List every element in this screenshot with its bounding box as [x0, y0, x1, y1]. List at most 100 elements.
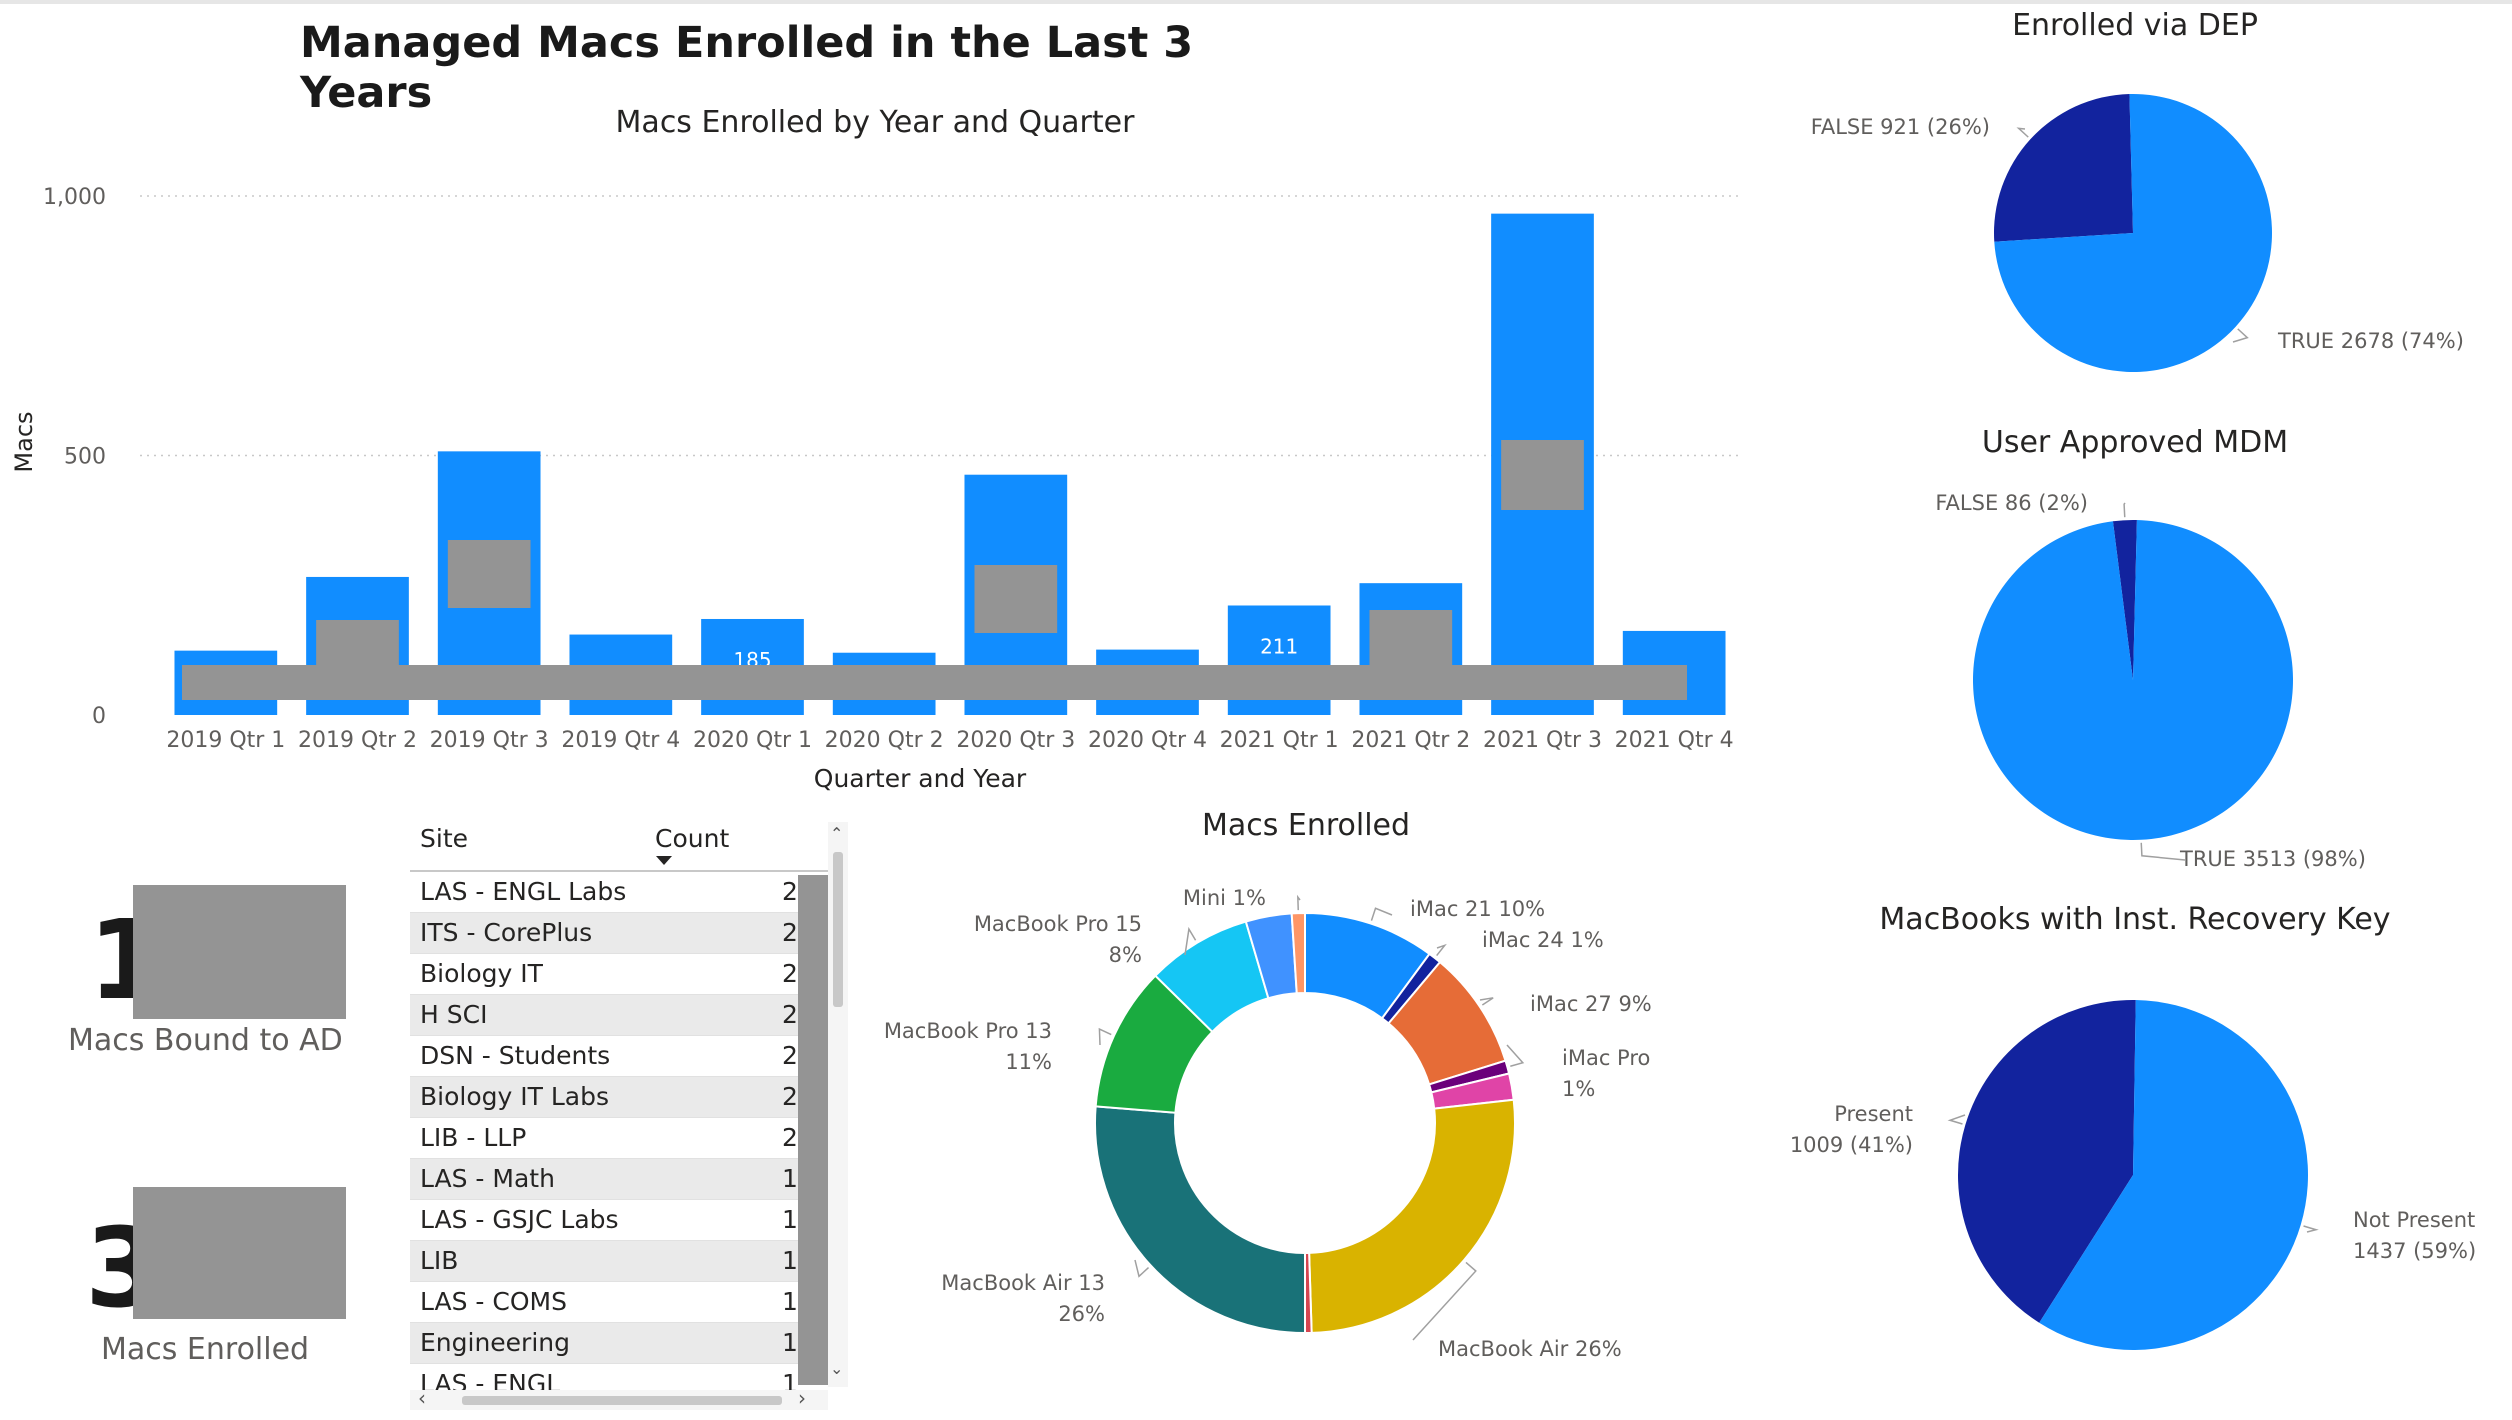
- pie-slice[interactable]: [1994, 94, 2133, 242]
- site-cell: ITS - CorePlus: [420, 918, 593, 947]
- count-cell: 1: [782, 1287, 798, 1316]
- leader-line: [1134, 1259, 1150, 1278]
- leader-line: [1947, 1114, 1966, 1125]
- leader-line: [1412, 1261, 1477, 1341]
- pie-slice[interactable]: [2039, 1000, 2308, 1350]
- slice-label: 1437 (59%): [2353, 1239, 2476, 1263]
- bar-redaction: [1501, 440, 1584, 510]
- x-tick-label: 2020 Qtr 2: [825, 728, 944, 753]
- table-row[interactable]: LAS - GSJC Labs 1: [410, 1200, 805, 1241]
- slice-label: iMac Pro: [1562, 1046, 1650, 1070]
- slice-label: iMac 27 9%: [1530, 992, 1652, 1016]
- table-row[interactable]: Engineering 1: [410, 1323, 805, 1364]
- count-cell: 2: [782, 877, 798, 906]
- slice-label: 1%: [1562, 1077, 1595, 1101]
- count-cell: 1: [782, 1164, 798, 1193]
- pie-slice[interactable]: [1308, 1098, 1516, 1334]
- sort-descending-icon[interactable]: [656, 856, 672, 865]
- x-tick-label: 2021 Qtr 3: [1483, 728, 1602, 753]
- slice-label: 8%: [1109, 943, 1142, 967]
- pie-slice[interactable]: [1994, 94, 2272, 372]
- count-cell: 1: [782, 1246, 798, 1275]
- top-border: [0, 0, 2512, 4]
- table-row[interactable]: ITS - CorePlus 2: [410, 913, 805, 954]
- leader-line: [1184, 926, 1197, 956]
- vertical-scrollbar[interactable]: ⌃ ⌄: [828, 822, 848, 1387]
- column-header-site[interactable]: Site: [420, 824, 468, 853]
- table-row[interactable]: H SCI 2: [410, 995, 805, 1036]
- slice-label: TRUE 2678 (74%): [2277, 329, 2464, 353]
- table-row[interactable]: DSN - Students 2: [410, 1036, 805, 1077]
- leader-line: [1098, 1027, 1112, 1046]
- slice-label: FALSE 86 (2%): [1935, 491, 2088, 515]
- leader-line: [2232, 328, 2249, 343]
- site-cell: LAS - GSJC Labs: [420, 1205, 619, 1234]
- count-cell: 2: [782, 1082, 798, 1111]
- pie-slice[interactable]: [2112, 520, 2137, 680]
- pie-slice[interactable]: [1973, 520, 2293, 840]
- recovery-key-pie-chart: Present 1009 (41%) Not Present 1437 (59%): [1790, 1000, 2476, 1350]
- slice-label: 1009 (41%): [1790, 1133, 1913, 1157]
- site-cell: LAS - COMS: [420, 1287, 567, 1316]
- bar-redaction: [316, 620, 399, 665]
- x-tick-label: 2019 Qtr 4: [561, 728, 680, 753]
- count-cell: 2: [782, 959, 798, 988]
- mdm-pie-chart: FALSE 86 (2%) TRUE 3513 (98%): [1935, 491, 2366, 871]
- scroll-up-icon[interactable]: ⌃: [830, 824, 844, 843]
- x-tick-label: 2020 Qtr 4: [1088, 728, 1207, 753]
- table-row[interactable]: Biology IT 2: [410, 954, 805, 995]
- scroll-left-icon[interactable]: ‹: [418, 1386, 426, 1410]
- site-cell: LAS - Math: [420, 1164, 555, 1193]
- site-cell: DSN - Students: [420, 1041, 611, 1070]
- pie-slice[interactable]: [1290, 911, 1306, 995]
- bar-label-redaction: [182, 665, 1687, 700]
- slice-label: TRUE 3513 (98%): [2179, 847, 2366, 871]
- horizontal-scrollbar[interactable]: ‹ ›: [410, 1386, 828, 1410]
- pie-slice[interactable]: [1958, 1000, 2136, 1323]
- slice-label: MacBook Pro 15: [974, 912, 1142, 936]
- leader-line: [1436, 943, 1447, 957]
- site-cell: Biology IT Labs: [420, 1082, 609, 1111]
- bar-redaction: [1369, 610, 1453, 670]
- kpi-bound-label: Macs Bound to AD: [68, 1023, 343, 1058]
- bar-redaction: [974, 565, 1058, 633]
- horizontal-scroll-thumb[interactable]: [462, 1396, 782, 1405]
- site-cell: Biology IT: [420, 959, 543, 988]
- site-cell: LAS - ENGL Labs: [420, 877, 627, 906]
- dep-pie-chart: FALSE 921 (26%) TRUE 2678 (74%): [1811, 94, 2464, 372]
- column-header-count[interactable]: Count: [655, 824, 730, 853]
- table-row[interactable]: LAS - ENGL Labs 2: [410, 872, 805, 913]
- table-row[interactable]: LAS - COMS 1: [410, 1282, 805, 1323]
- y-tick-label: 0: [92, 704, 106, 729]
- site-cell: H SCI: [420, 1000, 488, 1029]
- leader-line: [1297, 894, 1301, 911]
- count-cell: 2: [782, 1041, 798, 1070]
- dep-pie-title: Enrolled via DEP: [2012, 8, 2258, 43]
- scroll-right-icon[interactable]: ›: [798, 1386, 806, 1410]
- bar-chart-title: Macs Enrolled by Year and Quarter: [615, 105, 1135, 140]
- table-row[interactable]: LIB - LLP 2: [410, 1118, 805, 1159]
- count-cell: 1: [782, 1328, 798, 1357]
- slice-label: 11%: [1005, 1050, 1052, 1074]
- bar-data-label: 211: [1260, 634, 1298, 658]
- slice-label: MacBook Air 26%: [1438, 1337, 1622, 1361]
- leader-line: [1479, 997, 1494, 1006]
- pie-slice[interactable]: [1094, 1105, 1306, 1335]
- slice-label: Mini 1%: [1183, 886, 1266, 910]
- leader-line: [2140, 842, 2186, 861]
- table-row[interactable]: LIB 1: [410, 1241, 805, 1282]
- slice-label: MacBook Pro 13: [884, 1019, 1052, 1043]
- mdm-pie-title: User Approved MDM: [1981, 425, 2289, 460]
- donut-title: Macs Enrolled: [1201, 808, 1411, 843]
- kpi-enrolled-redaction: [133, 1187, 346, 1319]
- x-axis-label: Quarter and Year: [814, 764, 1027, 793]
- table-row[interactable]: Biology IT Labs 2: [410, 1077, 805, 1118]
- site-cell: LIB: [420, 1246, 459, 1275]
- table-row[interactable]: LAS - Math 1: [410, 1159, 805, 1200]
- x-tick-label: 2021 Qtr 4: [1615, 728, 1734, 753]
- count-cell: 2: [782, 1123, 798, 1152]
- scroll-down-icon[interactable]: ⌄: [830, 1359, 844, 1378]
- site-cell: LIB - LLP: [420, 1123, 527, 1152]
- x-tick-label: 2021 Qtr 1: [1220, 728, 1339, 753]
- vertical-scroll-thumb[interactable]: [833, 852, 843, 1007]
